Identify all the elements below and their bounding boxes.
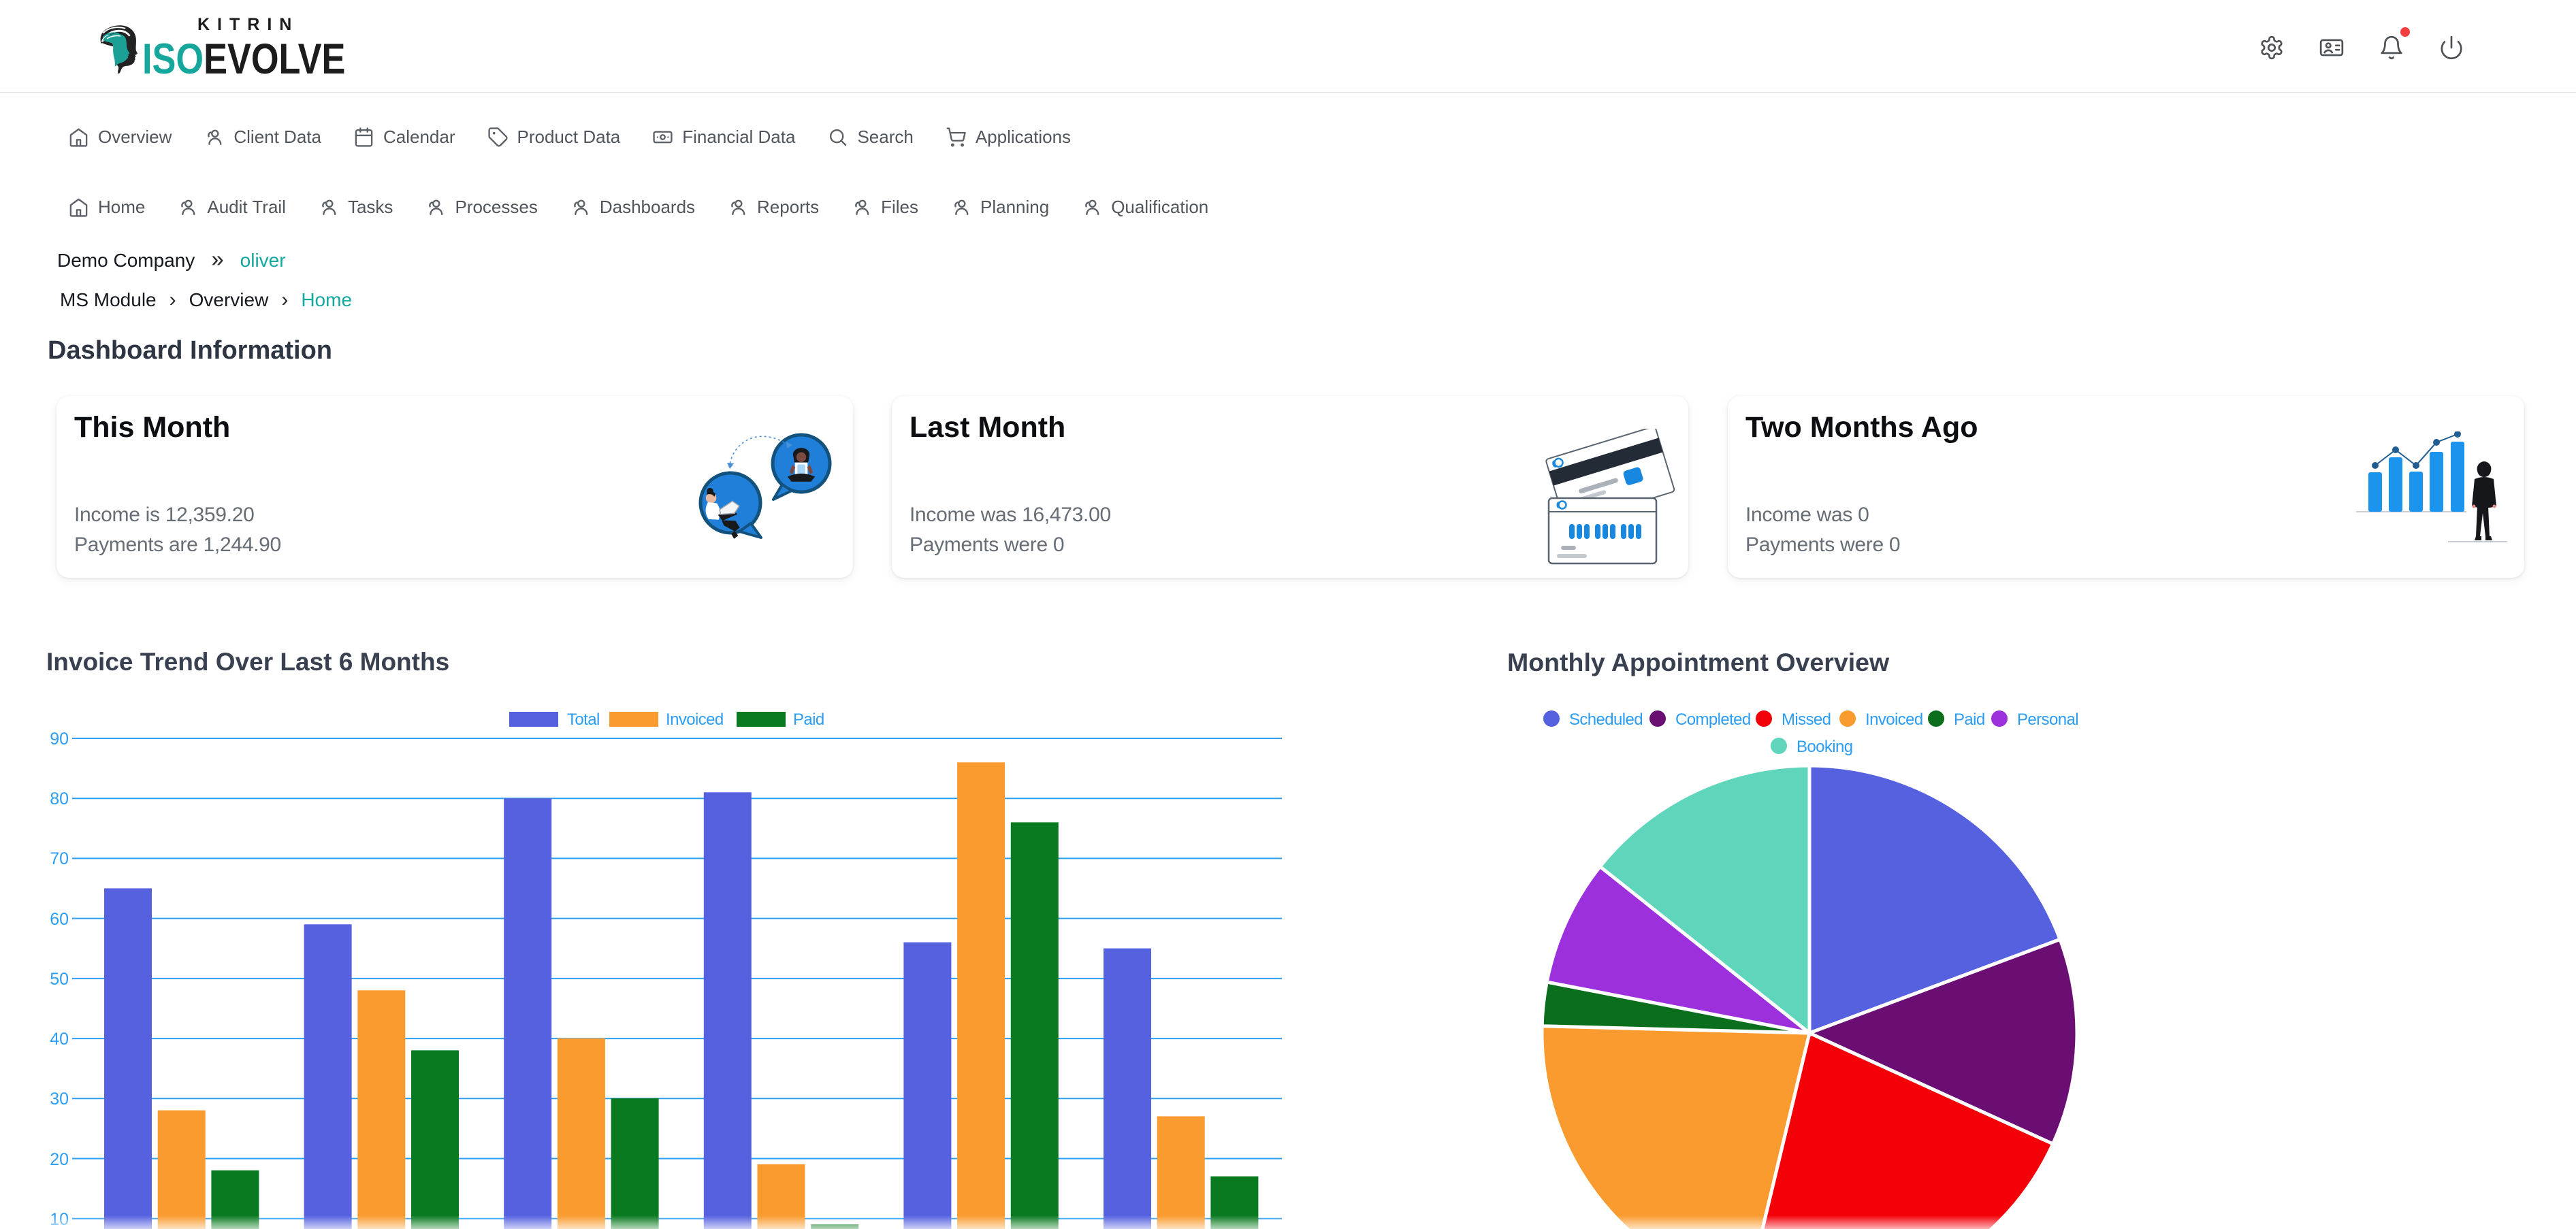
svg-text:Invoiced: Invoiced xyxy=(666,710,724,729)
svg-text:40: 40 xyxy=(50,1030,69,1049)
svg-text:Personal: Personal xyxy=(2017,710,2078,729)
svg-text:20: 20 xyxy=(50,1150,69,1169)
svg-text:80: 80 xyxy=(50,789,69,808)
svg-text:70: 70 xyxy=(50,849,69,868)
svg-text:60: 60 xyxy=(50,910,69,929)
svg-text:Invoiced: Invoiced xyxy=(1865,710,1923,729)
svg-text:Completed: Completed xyxy=(1675,710,1751,729)
svg-text:Total: Total xyxy=(567,710,600,729)
svg-text:90: 90 xyxy=(50,730,69,749)
svg-text:Missed: Missed xyxy=(1782,710,1831,729)
svg-text:Booking: Booking xyxy=(1797,738,1853,756)
svg-text:Paid: Paid xyxy=(1954,710,1985,729)
svg-text:Paid: Paid xyxy=(793,710,824,729)
svg-text:30: 30 xyxy=(50,1089,69,1109)
svg-text:50: 50 xyxy=(50,970,69,989)
svg-text:Scheduled: Scheduled xyxy=(1569,710,1643,729)
